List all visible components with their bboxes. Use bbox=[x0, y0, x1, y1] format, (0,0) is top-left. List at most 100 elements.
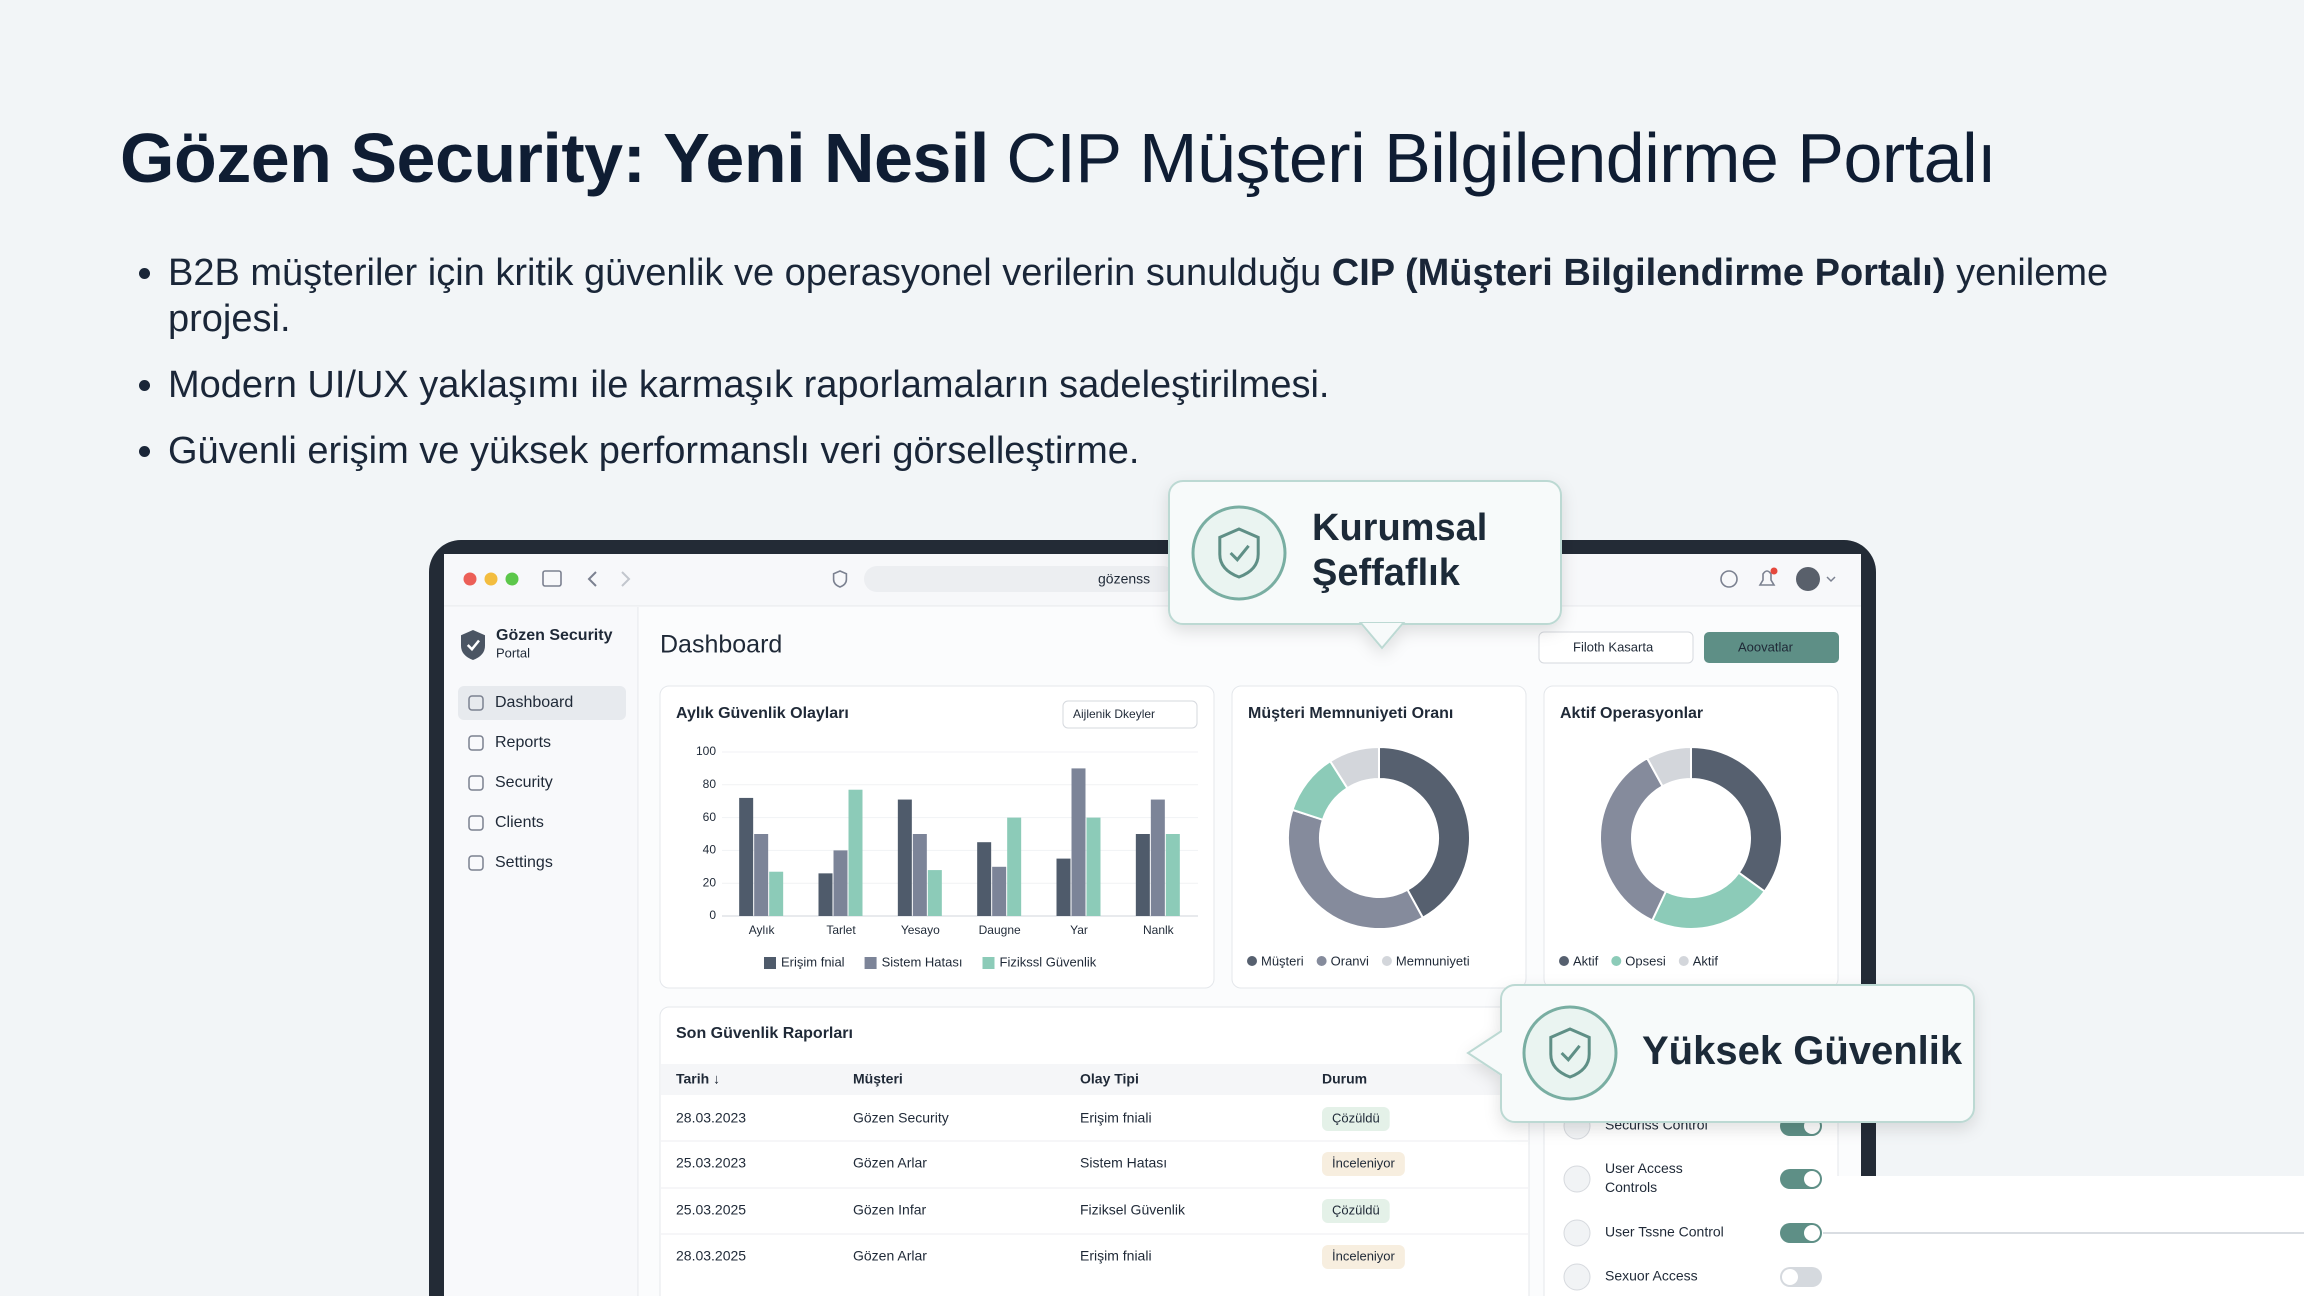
status-badge bbox=[1322, 1245, 1405, 1269]
control-label: User Access bbox=[1605, 1160, 1683, 1176]
legend-dot bbox=[1611, 956, 1622, 966]
sidebar bbox=[444, 607, 638, 1296]
x-tick-label: Nanlk bbox=[1143, 923, 1175, 937]
table-cell: Erişim fniali bbox=[1080, 1110, 1152, 1126]
bar bbox=[1056, 858, 1071, 916]
status-badge bbox=[1322, 1199, 1390, 1223]
callout-pointer bbox=[1357, 621, 1407, 650]
bar bbox=[1150, 799, 1165, 916]
bar bbox=[833, 850, 848, 916]
bar bbox=[992, 866, 1007, 916]
address-text: gözenss bbox=[1098, 571, 1150, 587]
bar bbox=[1071, 768, 1086, 916]
nav-active[interactable] bbox=[458, 686, 626, 720]
column-header[interactable]: Tarih ↓ bbox=[676, 1071, 720, 1087]
status-badge-text: İnceleniyor bbox=[1332, 1248, 1396, 1263]
toggle-knob[interactable] bbox=[1804, 1225, 1820, 1241]
x-tick-label: Daugne bbox=[979, 923, 1021, 937]
bullet-text: B2B müşteriler için kritik güvenlik ve o… bbox=[168, 252, 1332, 294]
chart-filter[interactable] bbox=[1062, 700, 1198, 729]
legend-label: Erişim fnial bbox=[781, 954, 845, 969]
legend-dot bbox=[1678, 956, 1689, 966]
control-icon bbox=[1563, 1263, 1591, 1291]
donut-segment bbox=[1645, 745, 1692, 788]
bullet: Modern UI/UX yaklaşımı ile karmaşık rapo… bbox=[168, 362, 2128, 408]
table-cell: Gözen Arlar bbox=[853, 1155, 927, 1171]
nav-icon bbox=[468, 775, 484, 791]
x-tick-label: Aylık bbox=[749, 923, 776, 937]
pointer-cover bbox=[1502, 1028, 1507, 1078]
nav-item[interactable]: Reports bbox=[495, 734, 551, 751]
toggle-knob[interactable] bbox=[1782, 1269, 1798, 1285]
nav-item[interactable]: Settings bbox=[495, 854, 553, 871]
avatar bbox=[1796, 567, 1820, 591]
toggle-knob[interactable] bbox=[1804, 1171, 1820, 1187]
callout-icon-bg bbox=[1522, 1005, 1618, 1101]
white-strip bbox=[1823, 1176, 2304, 1296]
donut-segment bbox=[1328, 745, 1380, 790]
control-label: Controls bbox=[1605, 1179, 1657, 1195]
card-title: Son Güvenlik Raporları bbox=[676, 1025, 853, 1042]
bullet-text: Güvenli erişim ve yüksek performanslı ve… bbox=[168, 430, 1140, 472]
bullet-bold: CIP (Müşteri Bilgilendirme Portalı) bbox=[1331, 252, 1946, 294]
card-title: Aktif Operasyonlar bbox=[1560, 705, 1703, 722]
control-label: User Tssne Control bbox=[1605, 1224, 1724, 1240]
table-cell: Fiziksel Güvenlik bbox=[1080, 1202, 1186, 1218]
legend-label: Aktif bbox=[1573, 953, 1599, 968]
legend-label: Sistem Hatası bbox=[882, 954, 963, 969]
shield-icon bbox=[832, 570, 848, 588]
nav-item[interactable]: Dashboard bbox=[495, 694, 573, 711]
bar bbox=[927, 870, 942, 916]
notification-dot bbox=[1770, 567, 1778, 575]
bullet-text: Modern UI/UX yaklaşımı ile karmaşık rapo… bbox=[168, 364, 1330, 406]
brand-sub: Portal bbox=[496, 645, 530, 660]
donut-segment bbox=[1287, 808, 1425, 930]
y-tick-label: 40 bbox=[703, 843, 717, 857]
card bbox=[1231, 685, 1527, 989]
legend-swatch bbox=[864, 957, 877, 969]
filter-button-text[interactable]: Filoth Kasarta bbox=[1573, 639, 1654, 654]
callout-check bbox=[1229, 544, 1250, 562]
status-badge-text: Çözüldü bbox=[1332, 1202, 1380, 1217]
chart-filter-text[interactable]: Aijlenik Dkeyler bbox=[1073, 707, 1155, 721]
y-tick-label: 20 bbox=[703, 875, 717, 889]
brand-check bbox=[466, 639, 480, 652]
status-badge bbox=[1322, 1152, 1405, 1176]
callout-icon-bg bbox=[1191, 505, 1287, 601]
table-cell: 28.03.2023 bbox=[676, 1110, 746, 1126]
legend-label: Memnuniyeti bbox=[1396, 953, 1470, 968]
callout-check bbox=[1560, 1044, 1581, 1062]
donut-segment bbox=[1690, 745, 1783, 893]
legend-dot bbox=[1316, 956, 1327, 966]
filter-button[interactable] bbox=[1538, 631, 1694, 664]
page-title: Dashboard bbox=[660, 631, 782, 659]
title-bold: Gözen Security: Yeni Nesil bbox=[120, 119, 989, 197]
nav-item[interactable]: Security bbox=[495, 774, 553, 791]
avatar-caret bbox=[1826, 576, 1836, 583]
bar bbox=[977, 842, 992, 916]
column-header: Olay Tipi bbox=[1080, 1071, 1139, 1087]
callout-shield bbox=[1549, 1027, 1591, 1079]
pointer-cover bbox=[1358, 617, 1406, 622]
legend-label: Müşteri bbox=[1261, 953, 1304, 968]
bullet: Güvenli erişim ve yüksek performanslı ve… bbox=[168, 428, 2128, 474]
table-cell: Gözen Infar bbox=[853, 1202, 926, 1218]
window-dot bbox=[505, 572, 519, 586]
table-cell: Sistem Hatası bbox=[1080, 1155, 1167, 1171]
brand-logo bbox=[461, 630, 485, 660]
x-tick-label: Tarlet bbox=[826, 923, 856, 937]
nav-item[interactable]: Clients bbox=[495, 814, 544, 831]
action-button[interactable] bbox=[1704, 632, 1839, 663]
help-icon bbox=[1720, 570, 1738, 588]
action-button-text[interactable]: Aoovatlar bbox=[1738, 639, 1794, 654]
address-bar bbox=[864, 566, 1176, 592]
column-header: Durum bbox=[1322, 1071, 1367, 1087]
callout-text: Kurumsal bbox=[1312, 507, 1487, 549]
bar bbox=[1007, 817, 1022, 916]
bar bbox=[769, 871, 784, 916]
legend-label: Fizikssl Güvenlik bbox=[1000, 954, 1097, 969]
card-title: Müşteri Memnuniyeti Oranı bbox=[1248, 705, 1453, 722]
